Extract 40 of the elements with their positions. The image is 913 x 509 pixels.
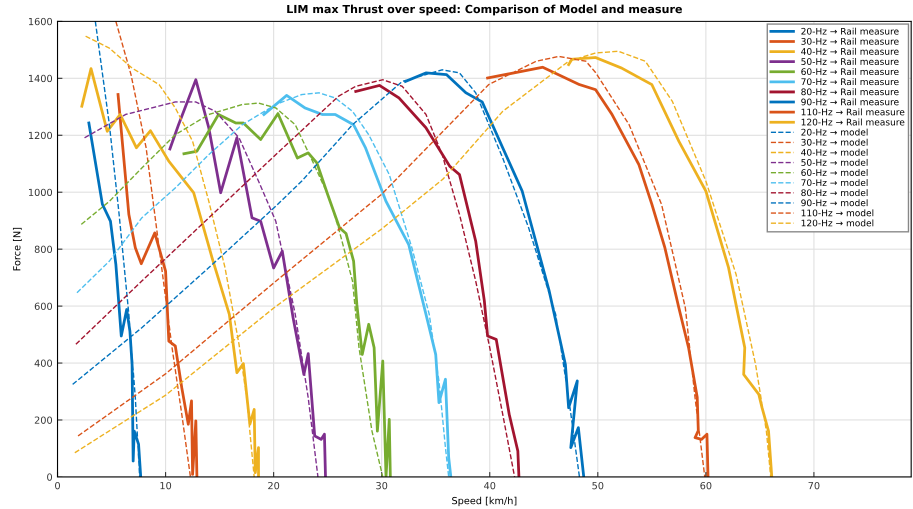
y-tick-label: 1400 xyxy=(28,74,52,82)
y-tick-label: 400 xyxy=(34,360,52,367)
legend-label: 90-Hz → model xyxy=(801,199,868,206)
x-tick-label: 70 xyxy=(808,482,820,490)
legend-label: 80-Hz → Rail measure xyxy=(801,88,899,96)
legend-label: 30-Hz → Rail measure xyxy=(801,38,899,45)
y-tick-label: 800 xyxy=(34,246,52,253)
x-tick-label: 20 xyxy=(268,482,280,490)
legend-label: 120-Hz → model xyxy=(802,219,874,226)
legend-label: 90-Hz → Rail measure xyxy=(801,98,899,106)
legend-label: 110-Hz → Rail measure xyxy=(802,108,904,116)
chart-title: LIM max Thrust over speed: Comparison of Model and measure xyxy=(287,4,682,16)
y-tick-label: 600 xyxy=(34,302,52,310)
legend-label: 40-Hz → Rail measure xyxy=(801,48,899,55)
legend-label: 20-Hz → Rail measure xyxy=(801,28,899,35)
legend-label: 40-Hz → model xyxy=(801,148,868,156)
legend-label: 120-Hz → Rail measure xyxy=(802,118,904,126)
x-axis-title: Speed [km/h] xyxy=(452,496,516,506)
legend-label: 50-Hz → Rail measure xyxy=(801,58,899,65)
y-tick-label: 1200 xyxy=(28,132,52,140)
legend-label: 70-Hz → Rail measure xyxy=(801,78,899,86)
y-tick-label: 0 xyxy=(47,473,52,481)
legend-label: 60-Hz → Rail measure xyxy=(801,68,899,76)
legend-label: 70-Hz → model xyxy=(801,179,868,186)
legend-label: 20-Hz → model xyxy=(801,128,868,136)
legend-label: 110-Hz → model xyxy=(802,209,874,216)
legend-label: 80-Hz → model xyxy=(801,189,868,196)
y-axis-title: Force [N] xyxy=(12,228,22,270)
y-tick-label: 1000 xyxy=(28,188,52,196)
legend-label: 60-Hz → model xyxy=(801,168,868,176)
legend-label: 30-Hz → model xyxy=(801,138,868,146)
x-tick-label: 60 xyxy=(700,482,712,490)
x-tick-label: 0 xyxy=(55,482,60,490)
y-tick-label: 1600 xyxy=(28,18,52,26)
x-tick-label: 40 xyxy=(484,482,496,490)
x-tick-label: 30 xyxy=(376,482,388,490)
x-tick-label: 10 xyxy=(160,482,172,490)
x-tick-label: 50 xyxy=(592,482,604,490)
legend-label: 50-Hz → model xyxy=(801,158,868,166)
y-tick-label: 200 xyxy=(34,416,52,424)
